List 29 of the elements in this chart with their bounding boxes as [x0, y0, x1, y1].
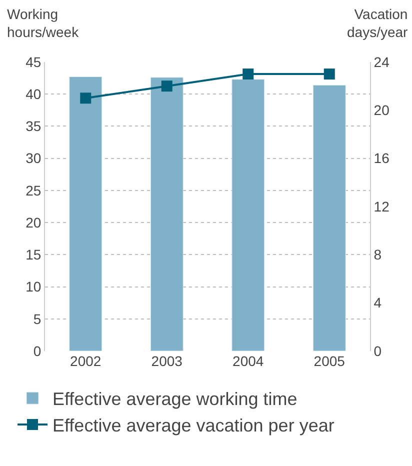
- y-axis-title: Working hours/week: [7, 6, 80, 40]
- point: [242, 68, 254, 80]
- y2-tick-label: 24: [374, 54, 390, 70]
- y2-tick-label: 20: [374, 102, 390, 118]
- x-tick-label: 2005: [314, 353, 346, 369]
- point: [324, 68, 335, 80]
- point: [161, 80, 172, 92]
- y-tick-label: 35: [26, 118, 42, 134]
- y-tick-label: 15: [26, 246, 42, 263]
- y-tick-label: 5: [33, 310, 42, 327]
- y2-tick-label: 0: [374, 342, 382, 359]
- x-tick-label: 2003: [151, 353, 183, 369]
- y2-tick-label: 8: [374, 246, 382, 263]
- y2-tick-label: 4: [374, 294, 382, 311]
- y2-axis-title: Vacation days/year: [347, 6, 408, 40]
- y-tick-label: 0: [33, 342, 42, 359]
- x-tick-label: 2002: [70, 353, 102, 369]
- y-tick-label: 20: [26, 214, 42, 230]
- y-tick-label: 30: [26, 150, 42, 166]
- point: [80, 92, 92, 104]
- y2-tick-label: 16: [374, 150, 390, 166]
- y-tick-label: 25: [26, 182, 42, 198]
- legend-label: Effective average working time: [52, 389, 298, 410]
- legend-label: Effective average vacation per year: [52, 416, 334, 436]
- y-tick-label: 10: [26, 278, 42, 295]
- x-tick-label: 2004: [232, 353, 264, 369]
- y2-tick-label: 12: [374, 198, 390, 214]
- y-tick-label: 45: [26, 54, 42, 70]
- y-tick-label: 40: [26, 86, 42, 102]
